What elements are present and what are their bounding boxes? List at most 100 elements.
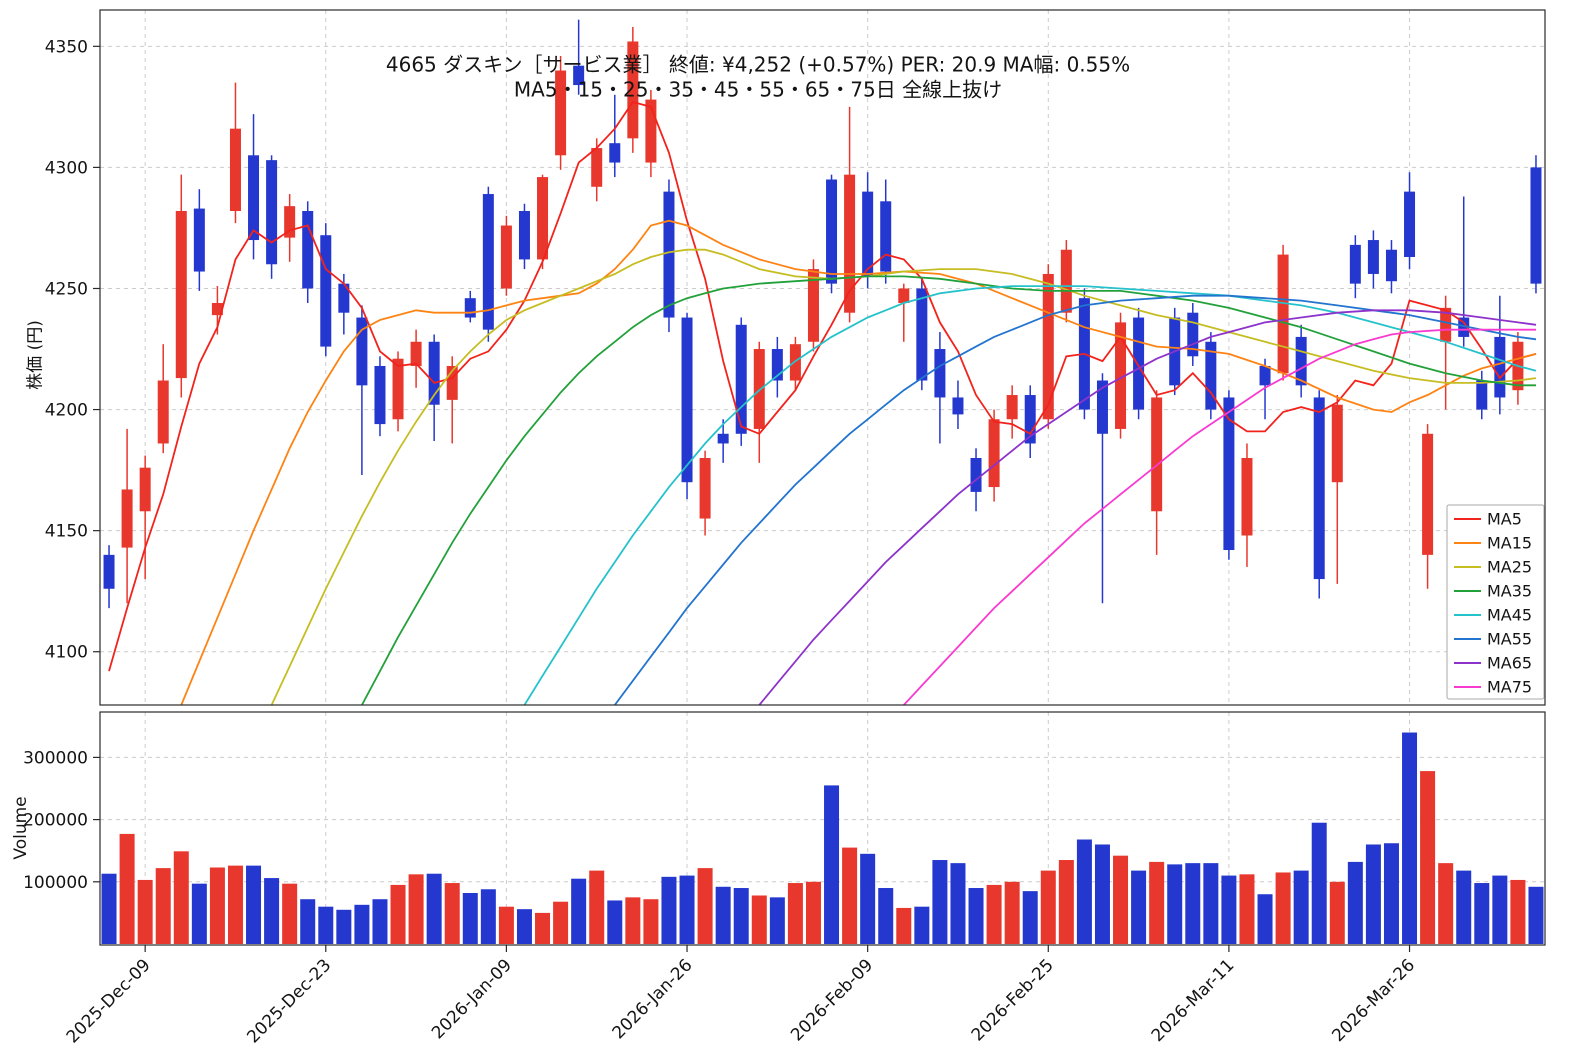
volume-bar: [878, 888, 894, 944]
candle: [356, 305, 368, 475]
volume-bar: [751, 895, 767, 944]
x-tick-label: 2026-Feb-25: [968, 955, 1058, 1045]
volume-bar: [426, 873, 442, 944]
x-tick-label: 2025-Dec-09: [63, 955, 155, 1047]
volume-bar: [589, 870, 605, 944]
candle: [302, 201, 314, 304]
legend: MA5 MA15 MA25 MA35 MA45 MA55 MA65 MA75: [1446, 504, 1545, 700]
candle: [573, 19, 585, 95]
candle: [537, 174, 549, 270]
candle: [121, 428, 133, 604]
candle: [1060, 240, 1072, 323]
candle: [1349, 235, 1361, 299]
candle: [627, 26, 639, 153]
volume-bar: [173, 851, 189, 944]
volume-bar: [842, 847, 858, 944]
legend-item-ma25: MA25: [1454, 558, 1532, 577]
ma-lines-layer: [108, 100, 1537, 705]
volume-bar: [1383, 843, 1399, 944]
candle: [771, 336, 783, 398]
volume-bars-layer: [101, 732, 1544, 944]
volume-bar: [1510, 879, 1526, 944]
ma-line-ma75: [903, 328, 1536, 705]
volume-bar: [1257, 894, 1273, 944]
volume-bar: [1365, 844, 1381, 944]
volume-bar: [769, 897, 785, 944]
candle: [139, 455, 151, 580]
legend-item-label: MA75: [1487, 678, 1532, 697]
volume-bar: [805, 881, 821, 944]
volume-bar: [1113, 855, 1129, 944]
legend-item-ma45: MA45: [1454, 606, 1532, 625]
volume-bar: [643, 899, 659, 944]
candles-layer: [103, 19, 1542, 609]
volume-bar: [661, 876, 677, 944]
volume-bar: [408, 874, 424, 944]
candle: [1295, 324, 1307, 398]
legend-item-label: MA45: [1487, 606, 1532, 625]
volume-bar: [1149, 861, 1165, 944]
volume-bar: [282, 883, 298, 944]
ma-line-ma15: [180, 219, 1537, 705]
volume-bar: [1275, 872, 1291, 944]
volume-bar: [679, 875, 695, 944]
candle: [844, 106, 856, 323]
candle: [1205, 332, 1217, 420]
volume-bar: [553, 901, 569, 944]
candle: [699, 450, 711, 536]
volume-bar: [498, 906, 514, 944]
candle: [1151, 390, 1163, 555]
volume-bar: [1528, 886, 1544, 944]
legend-item-ma65: MA65: [1454, 654, 1532, 673]
candle: [789, 336, 801, 391]
candle: [1187, 303, 1199, 366]
candle: [663, 179, 675, 333]
legend-item-ma75: MA75: [1454, 678, 1532, 697]
volume-bar: [1347, 861, 1363, 944]
candle: [753, 341, 765, 463]
volume-bar: [1456, 870, 1472, 944]
ma-line-ma65: [758, 309, 1537, 705]
candle: [392, 351, 404, 432]
price-tick-label: 4300: [45, 158, 88, 178]
candle: [1422, 424, 1434, 589]
candle: [1024, 385, 1036, 458]
candle: [916, 278, 928, 391]
candle: [284, 194, 296, 262]
candle: [952, 380, 964, 429]
candle: [1385, 240, 1397, 294]
candle: [826, 174, 838, 294]
volume-bar: [715, 886, 731, 944]
grid-layer: [100, 10, 1545, 945]
volume-bar: [1185, 863, 1201, 944]
candle: [229, 82, 241, 224]
price-tick-label: 4350: [45, 37, 88, 57]
volume-bar: [462, 892, 478, 944]
volume-bar: [246, 865, 262, 944]
candle: [374, 356, 386, 437]
candle: [500, 215, 512, 296]
x-tick-label: 2026-Jan-09: [428, 955, 516, 1043]
legend-item-label: MA5: [1487, 510, 1522, 529]
volume-bar: [516, 909, 532, 944]
candle: [175, 174, 187, 398]
legend-item-ma5: MA5: [1454, 510, 1522, 529]
volume-bar: [733, 888, 749, 944]
ma-line-ma35: [361, 275, 1536, 705]
volume-bar: [1094, 844, 1110, 944]
volume-bar: [1420, 771, 1436, 944]
volume-tick-label: 300000: [23, 748, 88, 768]
candle: [103, 545, 115, 609]
candle: [482, 186, 494, 342]
volume-bar: [336, 909, 352, 944]
price-tick-label: 4200: [45, 401, 88, 421]
volume-bar: [1131, 870, 1147, 944]
candle: [681, 312, 693, 500]
legend-item-ma35: MA35: [1454, 582, 1532, 601]
volume-bar: [1221, 875, 1237, 944]
volume-bar: [860, 853, 876, 944]
volume-bar: [1474, 883, 1490, 944]
candle: [645, 89, 657, 178]
ma-line-ma25: [270, 248, 1537, 705]
